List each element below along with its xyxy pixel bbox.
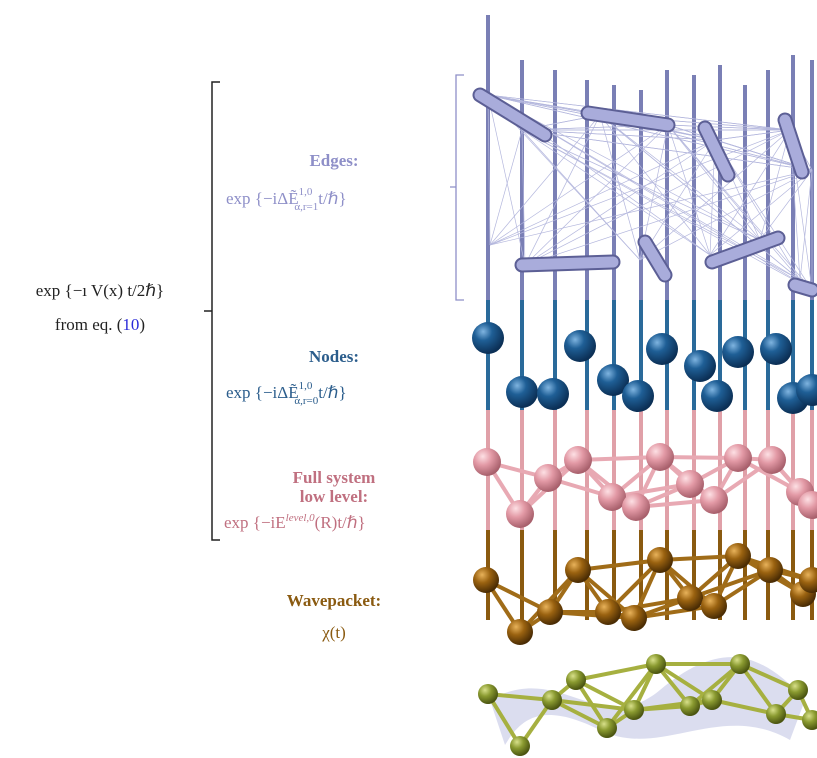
structure-art — [472, 15, 817, 756]
brown-sphere — [595, 599, 621, 625]
green-sphere — [646, 654, 666, 674]
brown-sphere — [647, 547, 673, 573]
node-sphere — [760, 333, 792, 365]
pink-sphere — [646, 443, 674, 471]
node-sphere — [684, 350, 716, 382]
node-sphere — [506, 376, 538, 408]
main-bracket — [204, 82, 220, 540]
sup: level,0 — [286, 512, 316, 524]
green-sphere — [680, 696, 700, 716]
cylinder — [795, 285, 812, 290]
full-system-formula: exp {−iElevel,0(R)t/ℏ} — [224, 512, 366, 532]
brown-sphere — [507, 619, 533, 645]
pink-sphere — [473, 448, 501, 476]
green-sphere — [788, 680, 808, 700]
green-sphere — [802, 710, 817, 730]
sub: α,r=0 — [294, 395, 318, 407]
brown-sphere — [725, 543, 751, 569]
cylinder — [522, 262, 613, 265]
green-sphere — [702, 690, 722, 710]
node-sphere — [472, 322, 504, 354]
brown-sphere — [701, 593, 727, 619]
nodes-title: Nodes: — [309, 347, 359, 366]
brown-sphere — [473, 567, 499, 593]
wavepacket-formula: χ(t) — [321, 623, 346, 642]
nodes-formula: exp {−iΔẼ1,0α,r=0t/ℏ} — [226, 380, 347, 407]
node-sphere — [646, 333, 678, 365]
pink-sphere — [564, 446, 592, 474]
brown-sphere — [621, 605, 647, 631]
lead: exp {−iΔ — [226, 383, 288, 402]
green-sphere — [510, 736, 530, 756]
green-sphere — [730, 654, 750, 674]
tail: (R)t/ℏ} — [315, 513, 366, 532]
edges-title: Edges: — [309, 151, 358, 170]
ref-prefix: from eq. ( — [55, 315, 123, 334]
brown-sphere — [757, 557, 783, 583]
tail: t/ℏ} — [318, 189, 346, 208]
full-system-title: low level: — [300, 487, 368, 506]
green-sphere — [624, 700, 644, 720]
figure: exp {−ı V(x) t/2ℏ} from eq. (10) Edges: … — [0, 0, 817, 758]
brown-sphere — [677, 585, 703, 611]
left-expression: exp {−ı V(x) t/2ℏ} — [36, 281, 164, 300]
node-sphere — [622, 380, 654, 412]
green-sphere — [542, 690, 562, 710]
pink-sphere — [598, 483, 626, 511]
wire — [490, 170, 812, 245]
sup: 1,0 — [299, 186, 313, 198]
wavepacket-title: Wavepacket: — [287, 591, 381, 610]
green-sphere — [478, 684, 498, 704]
tail: t/ℏ} — [318, 383, 346, 402]
pink-sphere — [724, 444, 752, 472]
wire — [668, 125, 790, 130]
reference: from eq. (10) — [55, 315, 145, 334]
sub: α,r=1 — [294, 201, 318, 213]
pink-sphere — [534, 464, 562, 492]
brown-sphere — [565, 557, 591, 583]
ref-number[interactable]: 10 — [122, 315, 139, 334]
ref-suffix: ) — [139, 315, 145, 334]
pink-sphere — [700, 486, 728, 514]
node-sphere — [564, 330, 596, 362]
node-sphere — [701, 380, 733, 412]
lead: exp {−iΔ — [226, 189, 288, 208]
brown-sphere — [537, 599, 563, 625]
pink-sphere — [676, 470, 704, 498]
page: exp {−ı V(x) t/2ℏ} from eq. (10) Edges: … — [0, 0, 817, 758]
wire — [715, 130, 790, 140]
sup: 1,0 — [299, 380, 313, 392]
full-system-title: Full system — [293, 468, 376, 487]
pink-sphere — [506, 500, 534, 528]
edge-bracket — [450, 75, 464, 300]
lead: exp {−iE — [224, 513, 286, 532]
node-sphere — [537, 378, 569, 410]
green-sphere — [766, 704, 786, 724]
pink-sphere — [758, 446, 786, 474]
green-sphere — [597, 718, 617, 738]
wire — [760, 130, 790, 240]
node-sphere — [722, 336, 754, 368]
wire — [668, 125, 710, 255]
pink-sphere — [622, 493, 650, 521]
green-sphere — [566, 670, 586, 690]
